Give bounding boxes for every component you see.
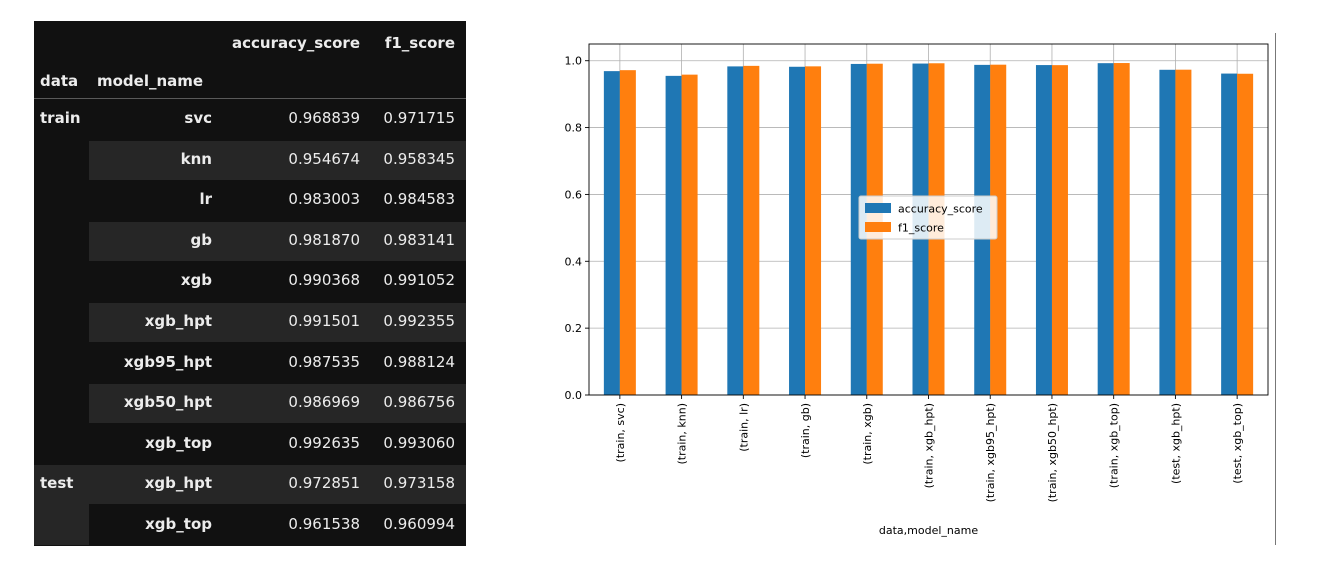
accuracy-value: 0.983003 — [288, 190, 360, 209]
x-tick-label: (train, xgb) — [861, 403, 874, 465]
legend-box — [858, 195, 998, 240]
column-header-f1_score: f1_score — [384, 34, 455, 52]
bar-accuracy-score — [789, 66, 806, 395]
row-band — [89, 140, 466, 180]
row-band — [89, 384, 466, 424]
accuracy-value: 0.981870 — [288, 230, 360, 249]
x-tick-label: (train, svc) — [614, 403, 627, 462]
bar-f1-score — [1175, 69, 1192, 395]
row-band — [89, 303, 466, 342]
model-name: xgb95_hpt — [123, 352, 212, 371]
f1-value: 0.960994 — [383, 515, 455, 533]
bar-accuracy-score — [665, 75, 682, 395]
bar-accuracy-score — [1035, 65, 1052, 395]
x-tick-label: (train, lr) — [737, 403, 750, 452]
y-tick-label: 0.0 — [565, 389, 583, 402]
accuracy-value: 0.968839 — [288, 109, 360, 127]
row-band — [89, 221, 466, 261]
header-divider — [34, 98, 466, 99]
accuracy-value: 0.986969 — [288, 393, 360, 412]
accuracy-value: 0.961538 — [288, 515, 360, 533]
chart-canvas: 0.0 0.2 0.4 0.6 0.8 1.0 (train, svc) (train, kn… — [565, 43, 1269, 537]
bar-f1-score — [805, 66, 822, 395]
accuracy-value: 0.972851 — [288, 474, 360, 493]
group-label: test — [40, 474, 74, 493]
f1-value: 0.958345 — [383, 149, 455, 168]
x-tick-label: (train, gb) — [799, 403, 812, 458]
model-name: lr — [199, 190, 212, 209]
f1-value: 0.992355 — [383, 312, 455, 330]
bar-f1-score — [1237, 73, 1254, 396]
model-name: xgb_hpt — [144, 474, 212, 493]
f1-value: 0.988124 — [383, 352, 455, 371]
bar-accuracy-score — [1097, 63, 1114, 395]
bar-f1-score — [1113, 63, 1130, 395]
group-index-band — [34, 465, 89, 545]
model-name: knn — [180, 149, 212, 168]
model-name: xgb_hpt — [144, 312, 212, 330]
legend-label: accuracy_score — [898, 203, 983, 216]
accuracy-value: 0.954674 — [288, 149, 360, 168]
model-name: xgb_top — [145, 515, 212, 533]
bar-f1-score — [1051, 65, 1068, 395]
y-tick-label: 0.6 — [565, 188, 583, 201]
bar-f1-score — [743, 65, 760, 395]
model-name: xgb — [180, 271, 212, 290]
x-tick-label: (test, xgb_top) — [1231, 403, 1244, 484]
index-name-model: model_name — [97, 72, 204, 90]
bar-f1-score — [619, 70, 636, 395]
legend-swatch — [865, 203, 891, 213]
bar-chart: 0.0 0.2 0.4 0.6 0.8 1.0 (train, svc) (train, kn… — [520, 0, 1323, 584]
bar-accuracy-score — [727, 66, 744, 395]
bar-accuracy-score — [603, 71, 620, 395]
x-axis-label: data,model_name — [879, 524, 978, 537]
f1-value: 0.991052 — [383, 271, 455, 290]
group-label: train — [40, 109, 81, 127]
row-band — [89, 465, 466, 505]
model-name: xgb50_hpt — [123, 393, 212, 412]
bar-f1-score — [681, 74, 698, 396]
f1-value: 0.971715 — [383, 109, 455, 127]
x-tick-label: (test, xgb_hpt) — [1169, 403, 1182, 484]
accuracy-value: 0.991501 — [288, 312, 360, 330]
x-tick-label: (train, xgb_top) — [1108, 403, 1121, 488]
model-name: svc — [184, 109, 212, 127]
model-name: gb — [190, 230, 212, 249]
model-name: xgb_top — [145, 433, 212, 452]
y-tick-label: 0.4 — [565, 255, 583, 268]
f1-value: 0.993060 — [383, 433, 455, 452]
accuracy-value: 0.987535 — [288, 352, 360, 371]
bar-accuracy-score — [1221, 73, 1238, 395]
accuracy-value: 0.990368 — [288, 271, 360, 290]
y-tick-label: 1.0 — [565, 55, 583, 68]
x-tick-label: (train, xgb50_hpt) — [1046, 403, 1059, 502]
column-header-accuracy_score: accuracy_score — [232, 34, 360, 52]
legend-label: f1_score — [898, 222, 944, 235]
output-divider — [1275, 33, 1276, 545]
f1-value: 0.983141 — [383, 230, 455, 249]
x-tick-label: (train, xgb_hpt) — [923, 403, 936, 488]
x-tick-label: (train, xgb95_hpt) — [984, 403, 997, 502]
f1-value: 0.984583 — [383, 190, 455, 209]
index-name-data: data — [40, 72, 79, 90]
y-tick-label: 0.8 — [565, 122, 583, 135]
accuracy-value: 0.992635 — [288, 433, 360, 452]
f1-value: 0.973158 — [383, 474, 455, 493]
x-tick-label: (train, knn) — [676, 403, 689, 465]
bar-f1-score — [990, 64, 1007, 395]
bar-accuracy-score — [1159, 69, 1176, 396]
y-tick-label: 0.2 — [565, 322, 583, 335]
f1-value: 0.986756 — [383, 393, 455, 412]
legend-swatch — [865, 222, 891, 232]
